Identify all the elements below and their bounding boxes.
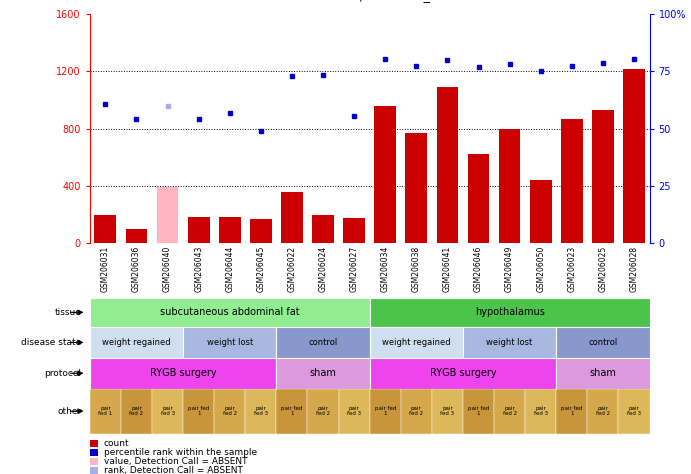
Bar: [183, 389, 214, 434]
Text: pair fed
1: pair fed 1: [375, 406, 396, 416]
Bar: [463, 327, 556, 358]
Text: pair
fed 3: pair fed 3: [347, 406, 361, 416]
Bar: [406, 133, 427, 243]
Bar: [499, 129, 520, 243]
Text: pair
fed 3: pair fed 3: [160, 406, 175, 416]
Bar: [219, 217, 240, 243]
Text: pair
fed 2: pair fed 2: [409, 406, 424, 416]
Bar: [463, 389, 494, 434]
Bar: [370, 327, 463, 358]
Text: weight regained: weight regained: [382, 338, 451, 347]
Bar: [556, 389, 587, 434]
Text: GDS2956 / 1376034_at: GDS2956 / 1376034_at: [297, 0, 442, 2]
Bar: [281, 191, 303, 243]
Bar: [587, 389, 618, 434]
Text: disease state: disease state: [21, 338, 82, 347]
Text: pair
fed 3: pair fed 3: [440, 406, 455, 416]
Bar: [618, 389, 650, 434]
Text: control: control: [588, 338, 618, 347]
Text: hypothalamus: hypothalamus: [475, 307, 545, 318]
Text: control: control: [308, 338, 338, 347]
Text: pair
fed 2: pair fed 2: [316, 406, 330, 416]
Text: pair
fed 1: pair fed 1: [98, 406, 113, 416]
Bar: [90, 358, 276, 389]
Text: weight regained: weight regained: [102, 338, 171, 347]
Bar: [183, 327, 276, 358]
Bar: [276, 389, 307, 434]
Bar: [121, 389, 152, 434]
Bar: [343, 218, 365, 243]
Text: weight lost: weight lost: [207, 338, 253, 347]
Text: pair fed
1: pair fed 1: [561, 406, 583, 416]
Bar: [214, 389, 245, 434]
Bar: [494, 389, 525, 434]
Bar: [157, 187, 178, 243]
Text: pair
fed 3: pair fed 3: [627, 406, 641, 416]
Bar: [468, 155, 489, 243]
Text: sham: sham: [310, 368, 337, 378]
Text: RYGB surgery: RYGB surgery: [150, 368, 216, 378]
Text: pair fed
1: pair fed 1: [281, 406, 303, 416]
Text: pair
fed 2: pair fed 2: [129, 406, 144, 416]
Bar: [432, 389, 463, 434]
Text: pair
fed 2: pair fed 2: [502, 406, 517, 416]
Text: weight lost: weight lost: [486, 338, 533, 347]
Bar: [126, 229, 147, 243]
Bar: [623, 69, 645, 243]
Bar: [556, 358, 650, 389]
Bar: [276, 358, 370, 389]
Text: pair
fed 2: pair fed 2: [223, 406, 237, 416]
Text: subcutaneous abdominal fat: subcutaneous abdominal fat: [160, 307, 300, 318]
Bar: [401, 389, 432, 434]
Text: pair
fed 3: pair fed 3: [254, 406, 268, 416]
Bar: [90, 327, 183, 358]
Text: tissue: tissue: [55, 308, 82, 317]
Text: protocol: protocol: [44, 369, 82, 378]
Text: pair
fed 3: pair fed 3: [533, 406, 548, 416]
Bar: [188, 218, 209, 243]
Bar: [339, 389, 370, 434]
Bar: [375, 106, 396, 243]
Bar: [437, 87, 458, 243]
Bar: [592, 110, 614, 243]
Bar: [90, 298, 370, 327]
Bar: [370, 358, 556, 389]
Text: pair
fed 2: pair fed 2: [596, 406, 610, 416]
Bar: [370, 298, 650, 327]
Bar: [152, 389, 183, 434]
Text: value, Detection Call = ABSENT: value, Detection Call = ABSENT: [104, 457, 247, 466]
Bar: [90, 389, 121, 434]
Bar: [307, 389, 339, 434]
Bar: [276, 327, 370, 358]
Text: sham: sham: [589, 368, 616, 378]
Bar: [370, 389, 401, 434]
Text: RYGB surgery: RYGB surgery: [430, 368, 496, 378]
Text: count: count: [104, 439, 129, 448]
Bar: [525, 389, 556, 434]
Bar: [312, 215, 334, 243]
Bar: [95, 215, 116, 243]
Bar: [530, 180, 551, 243]
Text: pair fed
1: pair fed 1: [188, 406, 209, 416]
Bar: [245, 389, 276, 434]
Text: other: other: [57, 407, 82, 416]
Bar: [561, 118, 583, 243]
Text: pair fed
1: pair fed 1: [468, 406, 489, 416]
Bar: [250, 219, 272, 243]
Text: rank, Detection Call = ABSENT: rank, Detection Call = ABSENT: [104, 466, 243, 474]
Bar: [556, 327, 650, 358]
Text: percentile rank within the sample: percentile rank within the sample: [104, 448, 257, 457]
